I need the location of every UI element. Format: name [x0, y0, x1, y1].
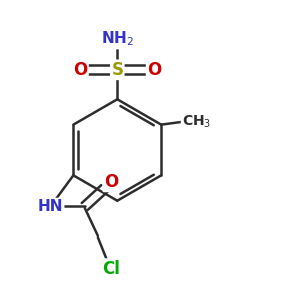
- Text: O: O: [73, 61, 87, 79]
- Text: O: O: [147, 61, 161, 79]
- Text: CH$_3$: CH$_3$: [182, 113, 211, 130]
- Text: O: O: [104, 173, 118, 191]
- Text: NH$_2$: NH$_2$: [101, 29, 134, 48]
- Text: S: S: [111, 61, 123, 79]
- Text: HN: HN: [38, 199, 63, 214]
- Text: Cl: Cl: [102, 260, 120, 278]
